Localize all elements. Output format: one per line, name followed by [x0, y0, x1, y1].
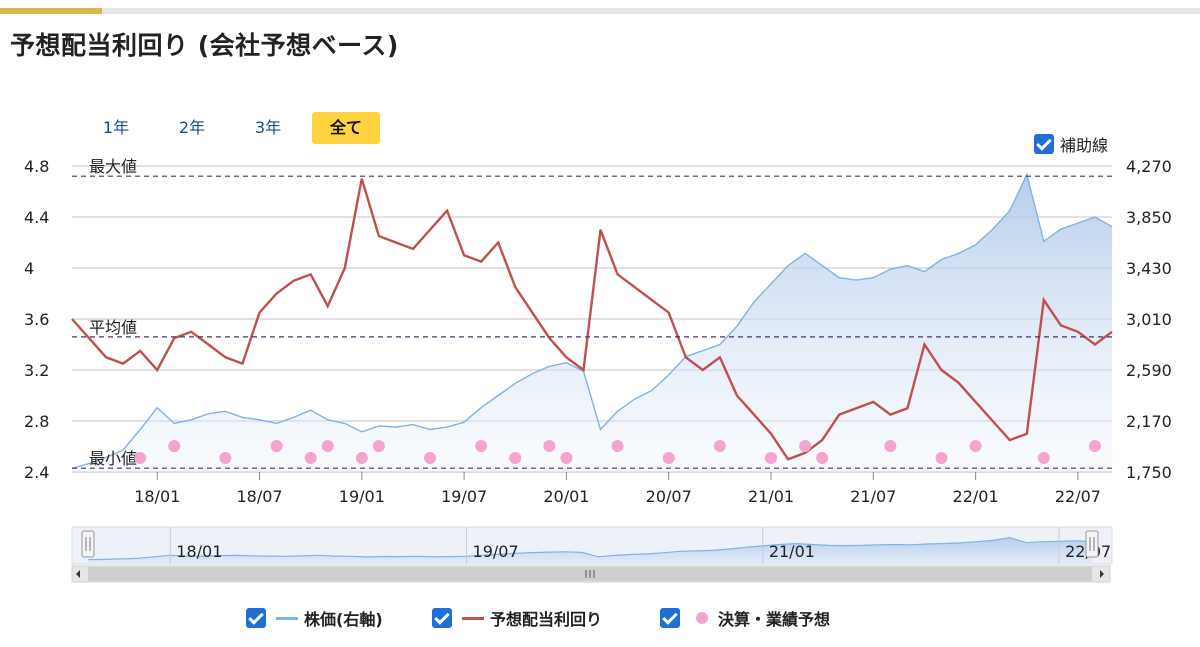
top-rule: [0, 8, 1200, 14]
y-tick-left: 2.8: [24, 412, 49, 431]
price-area: [72, 174, 1112, 472]
x-tick-label: 20/07: [646, 487, 692, 506]
earnings-marker: [270, 440, 283, 452]
earnings-marker: [355, 452, 368, 464]
legend-item-yield[interactable]: 予想配当利回り: [432, 606, 602, 630]
price-series-line: [71, 172, 1113, 470]
aux-checkbox-icon[interactable]: [1034, 134, 1054, 154]
legend-yield-swatch: [462, 616, 484, 620]
range-button-3y[interactable]: 3年: [254, 118, 282, 137]
earnings-marker: [560, 452, 573, 464]
legend-earnings-label: 決算・業績予想: [718, 610, 831, 629]
reference-label: 平均値: [89, 318, 137, 337]
y-tick-right: 3,430: [1126, 259, 1172, 278]
dividend-yield-chart: 2.4 2.8 3.2 3.6 4 4.4 4.8 1,750 2,170 2,590 3,010…: [24, 157, 1172, 583]
earnings-marker: [969, 440, 982, 452]
earnings-marker: [816, 452, 829, 464]
legend-yield-checkbox-icon[interactable]: [432, 608, 452, 628]
earnings-marker: [321, 440, 334, 452]
x-tick-label: 20/01: [543, 487, 589, 506]
aux-lines-toggle[interactable]: 補助線: [1034, 132, 1108, 156]
range-button-2y[interactable]: 2年: [178, 118, 206, 137]
x-tick-label: 21/01: [748, 487, 794, 506]
earnings-marker: [219, 452, 232, 464]
earnings-marker: [304, 452, 317, 464]
x-tick-label: 22/01: [953, 487, 999, 506]
y-tick-left: 3.2: [24, 361, 49, 380]
x-tick-label: 21/07: [850, 487, 896, 506]
navigator-label: 21/01: [769, 542, 815, 561]
yield-series-line: [71, 178, 1113, 461]
y-tick-right: 2,590: [1126, 361, 1172, 380]
y-tick-right: 3,010: [1126, 310, 1172, 329]
earnings-marker: [662, 452, 675, 464]
x-tick-label: 18/01: [134, 487, 180, 506]
aux-checkbox-label: 補助線: [1060, 136, 1109, 155]
legend-item-earnings[interactable]: 決算・業績予想: [660, 606, 830, 630]
legend-price-checkbox-icon[interactable]: [246, 608, 266, 628]
range-button-all[interactable]: 全て: [312, 112, 380, 144]
legend-yield-label: 予想配当利回り: [490, 610, 603, 629]
navigator-handle[interactable]: [81, 530, 95, 558]
earnings-marker: [475, 440, 488, 452]
earnings-marker: [611, 440, 624, 452]
navigator-area: [88, 537, 1092, 564]
earnings-marker: [168, 440, 181, 452]
reference-label: 最小値: [89, 449, 137, 468]
y-tick-right: 4,270: [1126, 157, 1172, 176]
y-tick-right: 1,750: [1126, 463, 1172, 482]
x-tick-label: 18/07: [236, 487, 282, 506]
earnings-marker: [713, 440, 726, 452]
y-tick-right: 3,850: [1126, 208, 1172, 227]
earnings-marker: [424, 452, 437, 464]
scroll-right-icon[interactable]: [1100, 570, 1104, 578]
earnings-marker: [1037, 452, 1050, 464]
legend-price-swatch: [276, 616, 298, 620]
y-tick-left: 4: [24, 259, 34, 278]
earnings-marker: [799, 440, 812, 452]
reference-label: 最大値: [89, 157, 137, 176]
y-tick-right: 2,170: [1126, 412, 1172, 431]
navigator-label: 19/07: [473, 542, 519, 561]
top-rule-accent: [0, 8, 102, 14]
legend-item-price[interactable]: 株価(右軸): [246, 606, 383, 630]
legend-earnings-checkbox-icon[interactable]: [660, 608, 680, 628]
legend: 株価(右軸) 予想配当利回り 決算・業績予想: [0, 606, 1200, 634]
x-tick-label: 19/01: [339, 487, 385, 506]
legend-earnings-swatch: [696, 612, 708, 624]
y-tick-left: 2.4: [24, 463, 49, 482]
earnings-marker: [884, 440, 897, 452]
earnings-marker: [1088, 440, 1101, 452]
y-tick-left: 4.8: [24, 157, 49, 176]
y-tick-left: 3.6: [24, 310, 49, 329]
navigator-handle[interactable]: [1085, 530, 1099, 558]
navigator-label: 18/01: [176, 542, 222, 561]
earnings-marker: [372, 440, 385, 452]
earnings-marker: [935, 452, 948, 464]
earnings-marker: [543, 440, 556, 452]
earnings-marker: [765, 452, 778, 464]
navigator-line: [87, 536, 1093, 561]
page-title: 予想配当利回り (会社予想ベース): [10, 31, 399, 60]
earnings-marker: [134, 452, 147, 464]
x-tick-label: 22/07: [1055, 487, 1101, 506]
y-tick-left: 4.4: [24, 208, 49, 227]
scroll-left-icon[interactable]: [76, 570, 80, 578]
legend-price-label: 株価(右軸): [304, 610, 383, 629]
earnings-marker: [509, 452, 522, 464]
range-button-1y[interactable]: 1年: [102, 118, 130, 137]
x-tick-label: 19/07: [441, 487, 487, 506]
